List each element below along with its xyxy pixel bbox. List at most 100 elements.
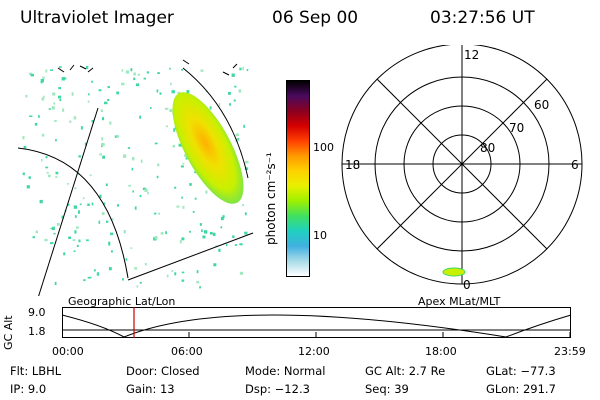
noise-speck [62,108,65,112]
noise-speck [35,230,38,234]
lat-label-80: 80 [480,141,495,155]
mlt-label-0: 0 [463,278,471,292]
noise-speck [41,133,45,137]
noise-speck [239,243,243,246]
noise-speck [146,71,149,74]
noise-speck [157,72,160,74]
noise-speck [110,218,114,221]
noise-speck [58,87,61,90]
mlt-label-12: 12 [464,48,479,62]
noise-speck [78,239,81,243]
noise-speck [87,100,90,103]
time-label: 03:27:56 UT [430,8,535,28]
noise-speck [136,285,139,288]
noise-speck [165,125,168,128]
noise-speck [201,229,203,233]
noise-speck [69,120,72,123]
noise-speck [242,204,245,207]
noise-speck [144,188,148,192]
noise-speck [23,145,27,149]
noise-speck [89,174,92,177]
noise-speck [213,263,217,267]
noise-speck [101,212,105,216]
noise-speck [52,92,56,96]
noise-speck [73,116,77,120]
altitude-curve [62,314,572,338]
noise-speck [86,239,89,242]
noise-speck [194,197,197,200]
colorbar-tick-100: 100 [313,141,334,154]
noise-speck [171,90,175,94]
noise-speck [100,109,103,112]
noise-speck [172,144,176,148]
noise-speck [228,92,231,95]
altitude-ticks [188,332,571,338]
noise-speck [59,66,62,68]
noise-speck [239,271,244,275]
noise-speck [78,210,80,214]
noise-speck [51,106,55,110]
noise-speck [91,202,94,206]
noise-speck [74,215,77,218]
noise-speck [34,123,38,126]
noise-speck [50,69,54,71]
noise-speck [131,167,134,171]
noise-speck [181,237,185,241]
noise-speck [55,176,58,178]
glat-info: GLat: −77.3 [486,364,556,378]
noise-speck [87,203,90,206]
gain-info: Gain: 13 [126,382,175,396]
mode-info: Mode: Normal [245,364,326,378]
latitude-arc [182,67,249,179]
noise-speck [156,89,159,93]
noise-speck [209,106,212,110]
noise-speck [199,286,201,289]
colorbar [286,80,310,277]
noise-speck [96,272,100,276]
noise-speck [47,174,51,178]
noise-specks [22,66,249,289]
noise-speck [108,267,112,271]
noise-speck [204,230,208,234]
altitude-plot [62,307,572,338]
noise-speck [159,92,162,95]
noise-speck [87,276,91,279]
altitude-tick-low: 1.8 [28,325,46,338]
sequence-info: Seq: 39 [365,382,409,396]
date-label: 06 Sep 00 [272,8,359,28]
colorbar-unit-label: photon cm⁻²s⁻¹ [264,152,278,245]
noise-speck [173,128,175,132]
noise-speck [108,242,111,246]
noise-speck [103,202,106,205]
noise-speck [38,115,40,118]
noise-speck [107,99,110,101]
time-tick-1200: 12:00 [298,345,330,358]
noise-speck [179,239,182,244]
noise-speck [150,107,152,109]
noise-speck [78,155,81,158]
noise-speck [101,137,104,141]
noise-speck [83,279,86,282]
noise-speck [43,95,45,99]
noise-speck [234,244,238,246]
noise-speck [56,223,60,226]
noise-speck [169,67,171,70]
noise-speck [73,205,77,209]
time-tick-0000: 00:00 [52,345,84,358]
noise-speck [200,69,204,72]
noise-speck [212,232,216,236]
noise-speck [243,124,245,128]
noise-speck [244,212,247,216]
noise-speck [233,99,236,102]
noise-speck [45,69,48,73]
auroral-oval-polar [442,267,466,277]
noise-speck [225,243,228,247]
noise-speck [76,226,79,229]
noise-speck [132,157,135,161]
noise-speck [98,89,102,92]
noise-speck [235,133,239,137]
geographic-image-panel [18,59,254,296]
colorbar-gradient [287,81,309,276]
noise-speck [147,191,149,195]
noise-speck [44,238,48,242]
